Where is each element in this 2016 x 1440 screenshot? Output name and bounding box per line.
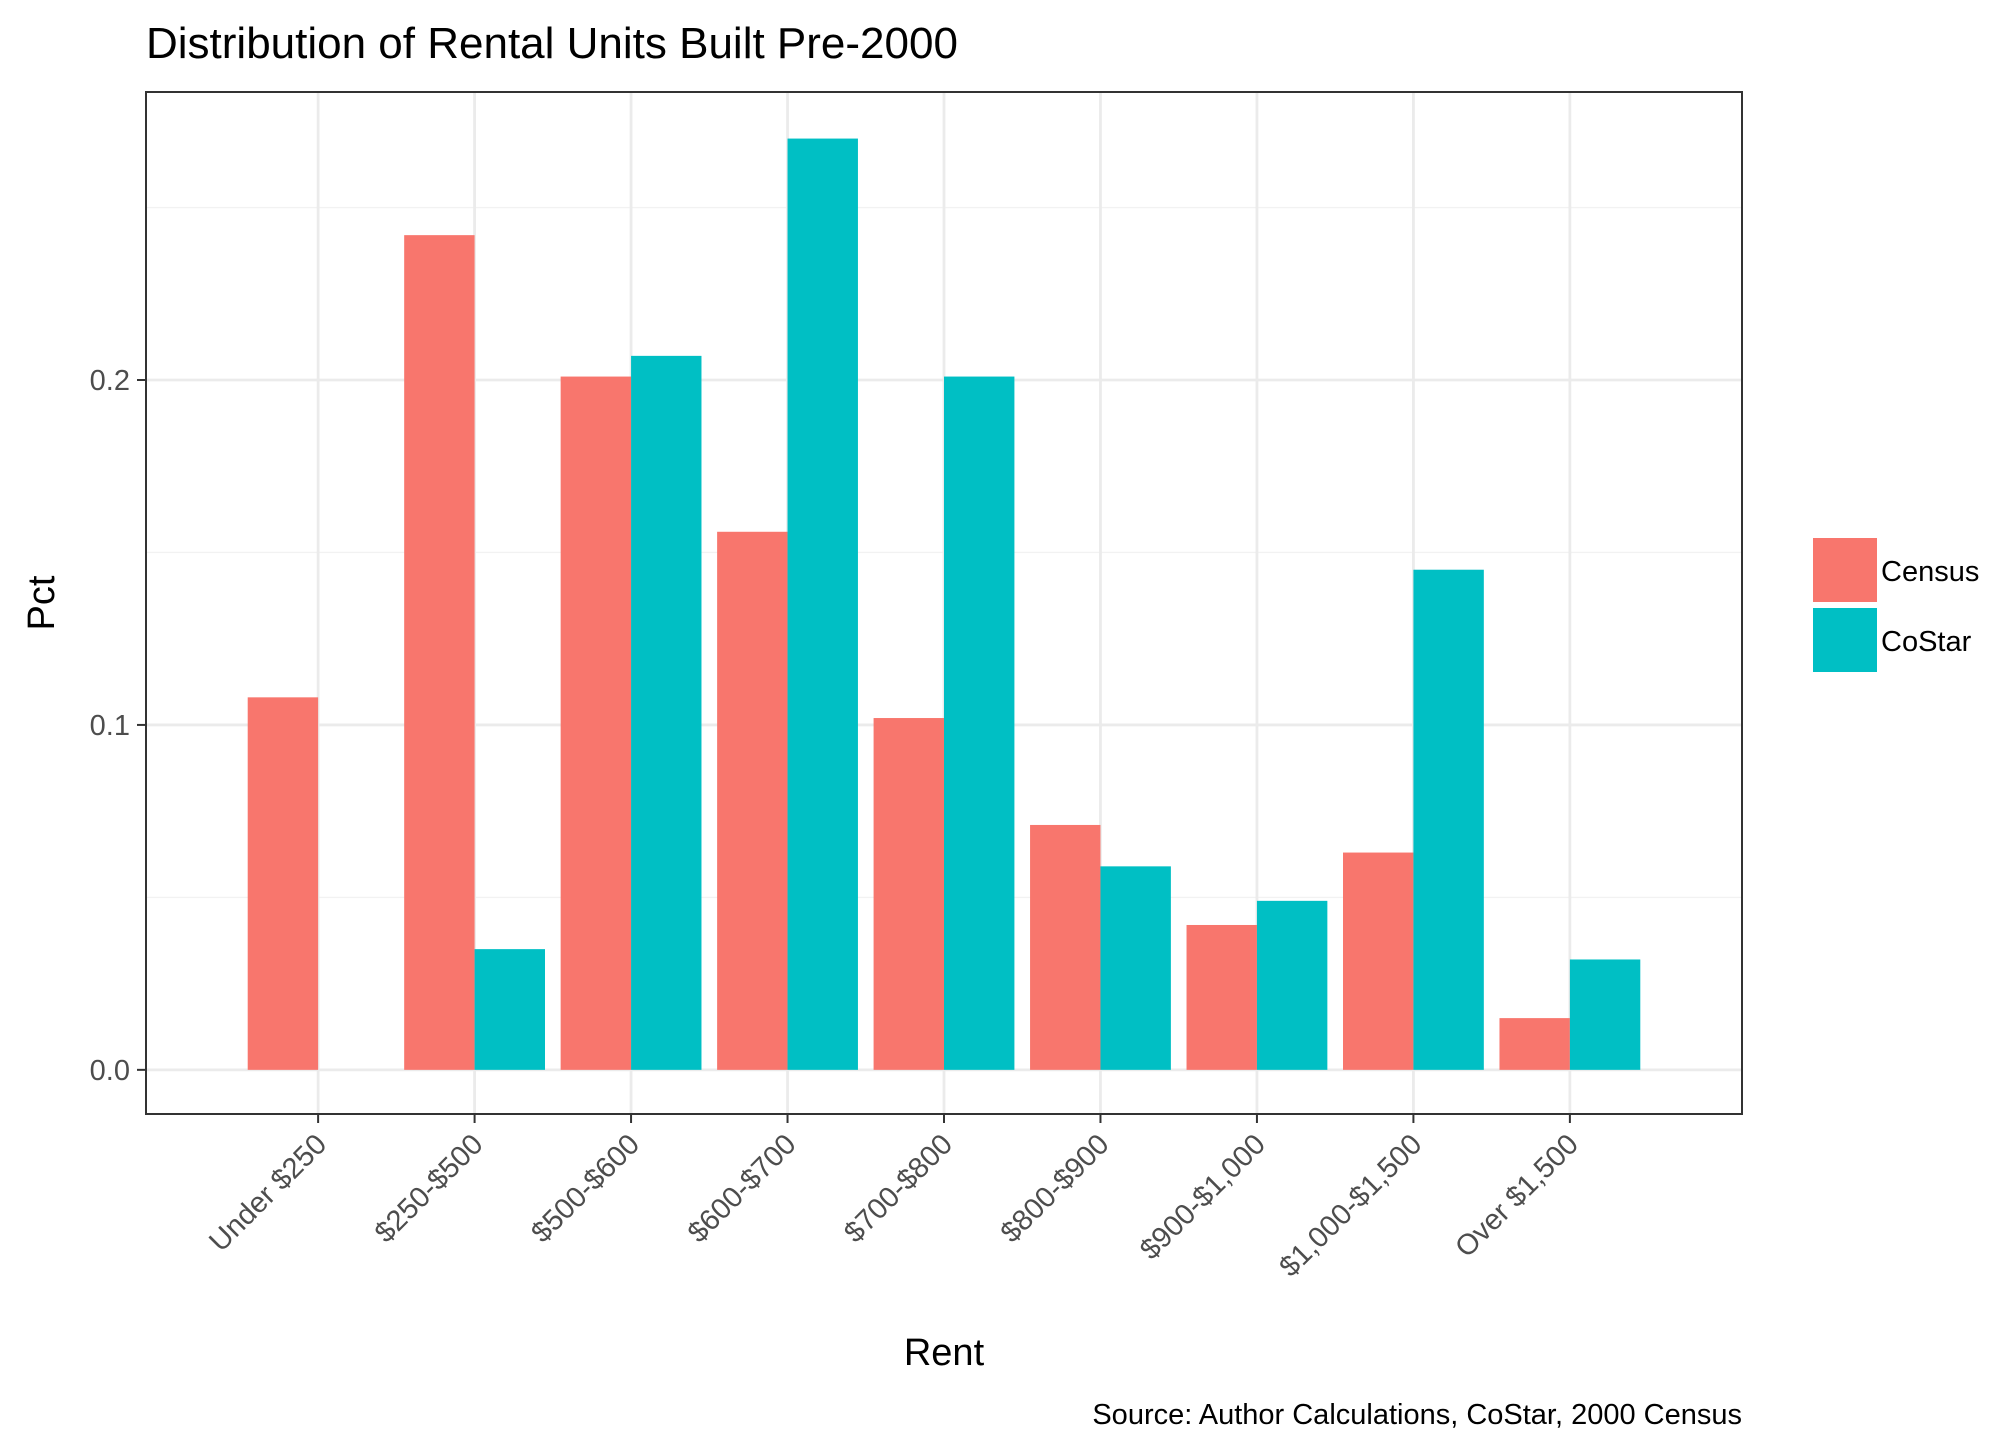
bars bbox=[247, 138, 1641, 1070]
y-tick-label: 0.1 bbox=[90, 710, 130, 742]
x-tick-label: $900-$1,000 bbox=[1134, 1128, 1272, 1266]
x-tick-label: $500-$600 bbox=[525, 1128, 646, 1249]
chart-title: Distribution of Rental Units Built Pre-2… bbox=[146, 19, 958, 68]
legend-key-costar bbox=[1813, 608, 1877, 672]
x-tick-label: $600-$700 bbox=[682, 1128, 803, 1249]
legend-label: CoStar bbox=[1881, 626, 1972, 658]
bar-census-1 bbox=[404, 235, 475, 1070]
legend: Census CoStar bbox=[1813, 538, 1979, 672]
y-axis-title: Pct bbox=[21, 575, 63, 630]
x-tick-label: Under $250 bbox=[203, 1128, 333, 1258]
bar-census-4 bbox=[873, 718, 944, 1070]
bar-census-6 bbox=[1186, 924, 1257, 1070]
bar-costar-6 bbox=[1256, 900, 1328, 1070]
bar-census-5 bbox=[1030, 824, 1101, 1070]
bar-costar-1 bbox=[474, 949, 545, 1070]
y-tick-label: 0.0 bbox=[90, 1055, 130, 1087]
x-axis-title: Rent bbox=[904, 1332, 985, 1374]
bar-costar-3 bbox=[787, 138, 858, 1070]
bar-costar-2 bbox=[631, 355, 702, 1070]
bar-census-0 bbox=[247, 697, 319, 1070]
x-tick-label: $800-$900 bbox=[995, 1128, 1116, 1249]
bar-costar-5 bbox=[1100, 866, 1171, 1070]
caption: Source: Author Calculations, CoStar, 200… bbox=[1092, 1399, 1742, 1431]
x-tick-label: $700-$800 bbox=[838, 1128, 959, 1249]
bar-census-3 bbox=[717, 531, 788, 1070]
x-tick-label: Over $1,500 bbox=[1449, 1128, 1584, 1263]
x-tick-label: $1,000-$1,500 bbox=[1273, 1128, 1428, 1283]
x-axis: Under $250 $250-$500 $500-$600 $600-$700 $70… bbox=[203, 1114, 1585, 1283]
bar-census-7 bbox=[1343, 852, 1414, 1070]
bar-costar-8 bbox=[1569, 959, 1641, 1070]
bar-census-2 bbox=[560, 376, 632, 1070]
x-tick-label: $250-$500 bbox=[369, 1128, 490, 1249]
y-tick-label: 0.2 bbox=[90, 365, 130, 397]
bar-census-8 bbox=[1499, 1018, 1570, 1070]
bar-costar-4 bbox=[944, 376, 1015, 1070]
y-axis: 0.0 0.1 0.2 bbox=[90, 365, 146, 1087]
legend-label: Census bbox=[1881, 556, 1979, 588]
legend-key-census bbox=[1813, 538, 1877, 602]
bar-costar-7 bbox=[1413, 569, 1484, 1070]
